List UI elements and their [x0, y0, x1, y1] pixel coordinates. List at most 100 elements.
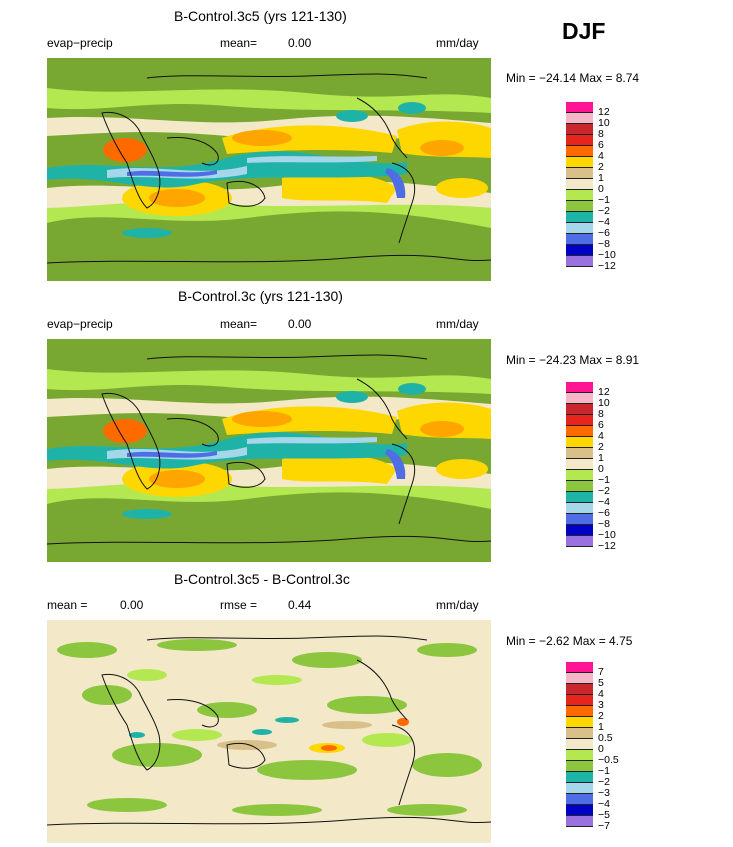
diff-patch	[397, 718, 409, 726]
diff-patch	[112, 743, 202, 767]
atlantic-storm-track	[398, 383, 426, 395]
legend-swatch	[566, 706, 593, 717]
diff-patch	[157, 639, 237, 651]
coastlines	[47, 73, 491, 264]
maritime-convergence-core	[127, 451, 217, 458]
panel2-mean-label: mean=	[220, 317, 258, 331]
legend-tick: 1	[598, 721, 604, 733]
legend-swatch	[566, 783, 593, 794]
pacific-itcz	[247, 437, 377, 444]
diff-patch	[275, 717, 299, 723]
panel3-minmax: Min = −2.62 Max = 4.75	[506, 634, 633, 648]
pacific-itcz	[247, 156, 377, 163]
south-america-coast	[391, 162, 416, 244]
panel3-rmse-value: 0.44	[288, 598, 312, 612]
africa-coast	[101, 392, 161, 490]
diff-patch	[252, 675, 302, 685]
australia-coast	[226, 181, 266, 207]
antarctica-coast	[47, 816, 491, 826]
panel2-colorbar	[566, 382, 593, 554]
legend-tick: −8	[598, 238, 610, 250]
panel2-mean-value: 0.00	[288, 317, 312, 331]
legend-swatch	[566, 673, 593, 684]
legend-tick: −6	[598, 227, 610, 239]
amazon-convergence	[385, 168, 406, 198]
diff-tropical-features	[129, 717, 409, 753]
south-atlantic-high	[436, 178, 488, 198]
diff-patch	[252, 729, 272, 735]
legend-swatch	[566, 168, 593, 179]
north-america-coast	[356, 378, 408, 440]
atlantic-storm-track	[398, 102, 426, 114]
panel1-units: mm/day	[436, 36, 479, 50]
north-atlantic-core	[420, 140, 464, 156]
legend-tick: −7	[598, 820, 610, 832]
panel1-mean-label: mean=	[220, 36, 258, 50]
antarctic-zone	[47, 233, 491, 281]
legend-swatch	[566, 684, 593, 695]
legend-swatch	[566, 514, 593, 525]
arctic-coast	[146, 73, 428, 79]
legend-tick: −6	[598, 507, 610, 519]
north-pacific-core	[232, 411, 292, 427]
australia-coast	[226, 462, 266, 488]
south-pacific-high	[282, 453, 397, 484]
panel2-variable-label: evap−precip	[47, 317, 113, 331]
panel2-map-svg	[47, 339, 491, 562]
diff-patch	[197, 702, 257, 718]
panel2-map	[47, 339, 491, 562]
diff-patch	[412, 753, 482, 777]
legend-tick: 4	[598, 150, 604, 162]
legend-swatch	[566, 459, 593, 470]
legend-tick: 2	[598, 710, 604, 722]
legend-tick: −2	[598, 205, 610, 217]
legend-swatch	[566, 772, 593, 783]
legend-tick: −4	[598, 216, 610, 228]
australia-coast	[226, 743, 266, 769]
panel1-map	[47, 58, 491, 281]
panel3-colorbar	[566, 662, 593, 834]
legend-tick: 0	[598, 463, 604, 475]
legend-tick: −4	[598, 496, 610, 508]
panel3-title: B-Control.3c5 - B-Control.3c	[174, 571, 350, 587]
legend-swatch	[566, 816, 593, 827]
india-coast	[166, 137, 219, 166]
legend-swatch	[566, 146, 593, 157]
panel2-title: B-Control.3c (yrs 121-130)	[178, 288, 343, 304]
legend-swatch	[566, 223, 593, 234]
legend-tick: −2	[598, 485, 610, 497]
panel1-title: B-Control.3c5 (yrs 121-130)	[174, 8, 347, 24]
legend-tick: 6	[598, 419, 604, 431]
arabian-sea-max	[103, 419, 147, 443]
diff-patch	[387, 804, 467, 816]
legend-tick: 8	[598, 408, 604, 420]
legend-swatch	[566, 794, 593, 805]
arctic-zone	[47, 58, 491, 86]
legend-swatch	[566, 525, 593, 536]
legend-swatch	[566, 728, 593, 739]
southern-ocean-patch	[122, 228, 172, 238]
legend-tick: 0.5	[598, 732, 613, 744]
panel3-units: mm/day	[436, 598, 479, 612]
legend-tick: −1	[598, 765, 610, 777]
legend-swatch	[566, 157, 593, 168]
legend-tick: −4	[598, 798, 610, 810]
indian-ocean-core	[149, 470, 205, 488]
arabian-sea-max	[103, 138, 147, 162]
legend-swatch	[566, 135, 593, 146]
coastlines	[47, 635, 491, 826]
legend-tick: 3	[598, 699, 604, 711]
legend-swatch	[566, 805, 593, 816]
legend-swatch	[566, 492, 593, 503]
legend-tick: −1	[598, 194, 610, 206]
panel3-map-svg	[47, 620, 491, 843]
north-america-coast	[356, 97, 408, 159]
panel3-map	[47, 620, 491, 843]
africa-coast	[101, 673, 161, 771]
south-atlantic-high	[436, 459, 488, 479]
south-pacific-high	[282, 172, 397, 203]
north-green-belt	[47, 88, 491, 113]
arctic-coast	[146, 635, 428, 641]
diff-patch	[362, 733, 412, 747]
arctic-coast	[146, 354, 428, 360]
